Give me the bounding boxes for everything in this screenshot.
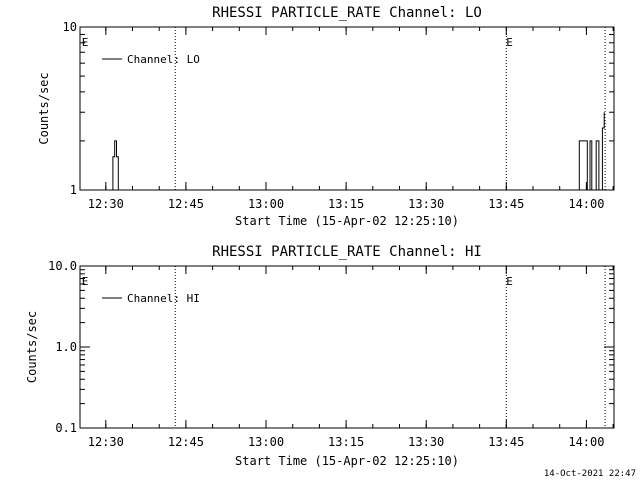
event-mark-label: E	[82, 275, 89, 288]
footer-timestamp: 14-Oct-2021 22:47	[544, 469, 636, 479]
chart-panel-1: RHESSI PARTICLE_RATE Channel: LO 12:30 12:…	[37, 5, 615, 228]
x-tick-label: 13:45	[488, 435, 524, 449]
chart-panel-2: RHESSI PARTICLE_RATE Channel: HI 12:30 12:…	[25, 244, 615, 468]
y-tick-label: 10.0	[48, 259, 77, 273]
x-axis-label: Start Time (15-Apr-02 12:25:10)	[235, 214, 459, 228]
x-tick-label: 12:45	[168, 435, 204, 449]
x-tick-label: 14:00	[568, 197, 604, 211]
y-tick-label: 0.1	[55, 421, 77, 435]
event-mark-label: E	[506, 275, 513, 288]
legend-entry: Channel: HI	[127, 292, 200, 305]
series-line	[80, 112, 605, 191]
y-axis-label: Counts/sec	[25, 311, 39, 383]
legend-entry: Channel: LO	[127, 53, 200, 66]
y-tick-label: 1.0	[55, 340, 77, 354]
chart-title: RHESSI PARTICLE_RATE Channel: HI	[212, 244, 482, 260]
x-tick-label: 14:00	[568, 435, 604, 449]
x-tick-label: 13:00	[248, 435, 284, 449]
x-tick-label: 13:15	[328, 197, 364, 211]
event-mark-label: E	[82, 36, 89, 49]
x-axis-label: Start Time (15-Apr-02 12:25:10)	[235, 454, 459, 468]
x-tick-label: 13:15	[328, 435, 364, 449]
y-axis-label: Counts/sec	[37, 72, 51, 144]
x-tick-label: 12:30	[88, 435, 124, 449]
x-tick-label: 13:00	[248, 197, 284, 211]
charts-layer: RHESSI PARTICLE_RATE Channel: LO 12:30 12:…	[25, 5, 615, 468]
x-tick-label: 13:45	[488, 197, 524, 211]
x-tick-label: 13:30	[408, 197, 444, 211]
y-tick-label: 10	[63, 20, 77, 34]
y-tick-label: 1	[70, 183, 77, 197]
x-tick-label: 13:30	[408, 435, 444, 449]
event-mark-label: E	[506, 36, 513, 49]
x-tick-label: 12:30	[88, 197, 124, 211]
x-tick-label: 12:45	[168, 197, 204, 211]
chart-title: RHESSI PARTICLE_RATE Channel: LO	[212, 5, 482, 21]
